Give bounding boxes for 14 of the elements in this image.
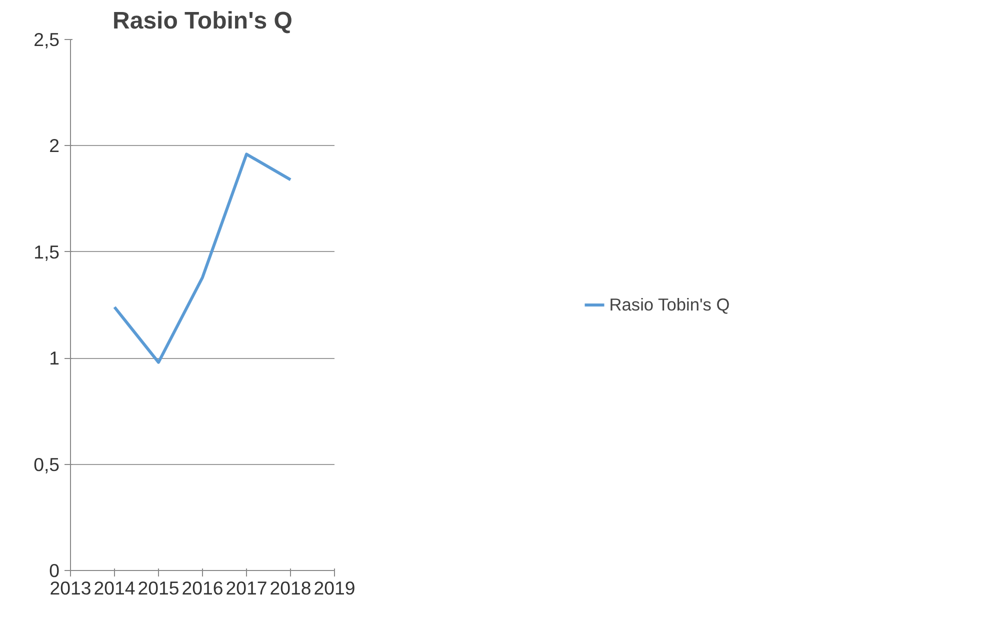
y-tick-label: 2,5 xyxy=(34,29,60,50)
y-tick-label: 1 xyxy=(49,348,60,369)
y-tick-label: 2 xyxy=(49,135,60,156)
y-tick-label: 0,5 xyxy=(34,454,60,475)
chart-title: Rasio Tobin's Q xyxy=(112,8,292,34)
x-tick-label: 2016 xyxy=(182,578,224,598)
x-tick-label: 2015 xyxy=(138,578,180,598)
x-tick-label: 2019 xyxy=(314,578,356,598)
line-series xyxy=(113,152,292,364)
x-tick-label: 2014 xyxy=(94,578,136,598)
x-tick-label: 2017 xyxy=(226,578,268,598)
legend-label: Rasio Tobin's Q xyxy=(609,294,730,315)
x-tick-label: 2018 xyxy=(270,578,312,598)
y-tick-label: 1,5 xyxy=(34,241,60,262)
